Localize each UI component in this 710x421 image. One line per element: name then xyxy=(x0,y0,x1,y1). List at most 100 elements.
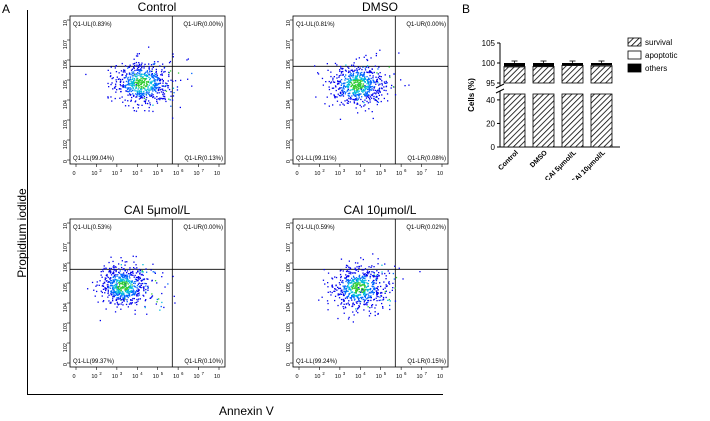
event-dot xyxy=(145,85,148,87)
event-dot xyxy=(354,78,356,80)
event-dot xyxy=(370,292,372,294)
event-dot xyxy=(126,294,128,297)
x-tick-exponent: 5 xyxy=(161,371,164,376)
event-dot xyxy=(133,72,135,75)
event-dot xyxy=(137,80,140,82)
event-dot xyxy=(371,81,373,83)
event-dot xyxy=(109,285,112,287)
event-dot xyxy=(148,67,150,69)
event-dot xyxy=(162,92,164,94)
event-dot xyxy=(176,89,179,91)
event-dot xyxy=(124,281,126,283)
event-dot xyxy=(106,284,108,286)
event-dot xyxy=(368,294,370,297)
event-dot xyxy=(128,90,130,93)
event-dot xyxy=(374,288,376,290)
event-dot xyxy=(117,294,119,296)
event-dot xyxy=(334,62,337,65)
event-dot xyxy=(149,297,151,299)
event-dot xyxy=(357,270,359,272)
event-dot xyxy=(352,72,355,74)
event-dot xyxy=(123,292,125,294)
event-dot xyxy=(123,272,125,274)
event-dot xyxy=(360,300,362,303)
event-dot xyxy=(125,294,127,297)
event-dot xyxy=(132,282,135,284)
event-dot xyxy=(124,85,127,87)
event-dot xyxy=(352,302,354,304)
event-dot xyxy=(348,83,350,86)
event-dot xyxy=(132,274,134,276)
event-dot xyxy=(373,266,375,268)
event-dot xyxy=(392,272,394,275)
event-dot xyxy=(326,96,328,98)
event-dot xyxy=(350,297,352,299)
event-dot xyxy=(359,282,361,284)
event-dot xyxy=(156,298,158,301)
event-dot xyxy=(136,96,138,98)
event-dot xyxy=(136,69,138,71)
event-dot xyxy=(357,112,359,114)
event-dot xyxy=(159,309,161,311)
event-dot xyxy=(355,310,358,312)
event-dot xyxy=(125,284,127,286)
event-dot xyxy=(132,287,134,290)
event-dot xyxy=(138,278,140,280)
event-dot xyxy=(375,81,378,83)
event-dot xyxy=(363,78,365,80)
event-dot xyxy=(374,99,376,101)
event-dot xyxy=(115,298,118,300)
event-dot xyxy=(120,282,122,284)
event-dot xyxy=(110,83,112,86)
event-dot xyxy=(110,292,112,295)
x-tick-exponent: 3 xyxy=(343,168,346,173)
event-dot xyxy=(107,97,109,99)
event-dot xyxy=(144,63,146,65)
event-dot xyxy=(131,284,133,286)
event-dot xyxy=(353,284,355,287)
event-dot xyxy=(373,92,375,94)
event-dot xyxy=(362,88,365,91)
event-dot xyxy=(148,110,150,112)
quadrant-label-ul: Q1-UL(0.83%) xyxy=(73,22,112,28)
event-dot xyxy=(153,80,155,82)
event-dot xyxy=(109,302,111,304)
event-dot xyxy=(334,299,336,302)
event-dot xyxy=(364,291,366,294)
event-dot xyxy=(132,77,134,79)
event-dot xyxy=(367,66,370,69)
event-dot xyxy=(360,78,363,80)
event-dot xyxy=(385,275,387,277)
event-dot xyxy=(367,90,369,92)
event-dot xyxy=(123,298,125,300)
event-dot xyxy=(349,83,351,86)
event-dot xyxy=(384,82,386,84)
event-dot xyxy=(123,268,125,270)
event-dot xyxy=(151,73,153,75)
event-dot xyxy=(380,76,382,78)
event-dot xyxy=(363,282,365,284)
event-dot xyxy=(394,265,396,267)
event-dot xyxy=(359,293,361,296)
event-dot xyxy=(162,90,164,92)
event-dot xyxy=(364,303,366,306)
event-dot xyxy=(335,276,338,279)
event-dot xyxy=(354,99,356,101)
event-dot xyxy=(372,75,374,77)
event-dot xyxy=(358,287,360,289)
event-dot xyxy=(368,80,370,82)
event-dot xyxy=(340,269,342,271)
event-dot xyxy=(370,80,372,82)
event-dot xyxy=(146,84,148,86)
event-dot xyxy=(124,285,126,287)
x-tick-exponent: 5 xyxy=(384,371,387,376)
event-dot xyxy=(113,280,115,282)
event-dot xyxy=(360,298,363,300)
event-dot xyxy=(139,270,141,272)
event-dot xyxy=(117,288,119,290)
event-dot xyxy=(124,99,126,101)
event-dot xyxy=(367,299,369,302)
event-dot xyxy=(133,110,135,112)
event-dot xyxy=(345,289,347,291)
event-dot xyxy=(123,300,125,302)
